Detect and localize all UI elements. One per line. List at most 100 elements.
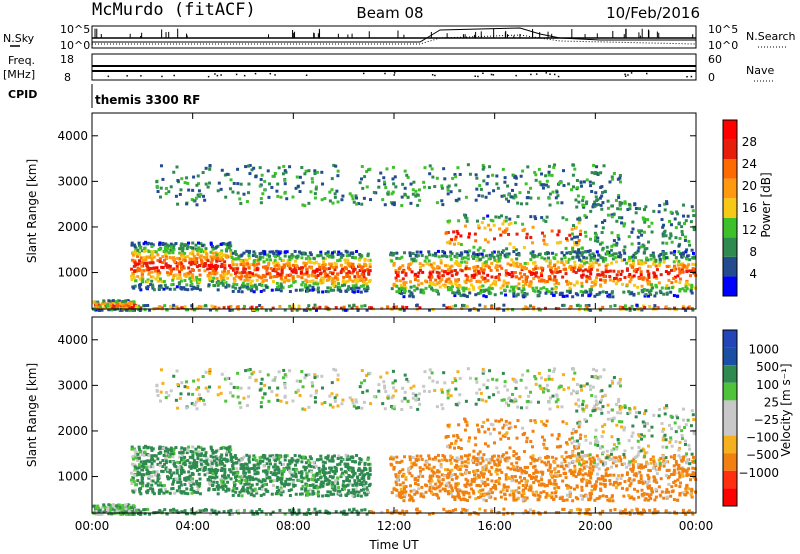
- power-point: [221, 280, 225, 284]
- power-point: [504, 215, 508, 219]
- power-point: [516, 265, 520, 269]
- power-point: [455, 278, 459, 282]
- power-point: [584, 215, 588, 219]
- velocity-point: [150, 461, 154, 465]
- power-point: [592, 254, 596, 258]
- power-point: [585, 178, 589, 182]
- velocity-point: [360, 477, 364, 481]
- power-point: [453, 261, 457, 265]
- velocity-point: [565, 455, 569, 459]
- power-point: [171, 278, 175, 282]
- power-point: [508, 242, 512, 246]
- velocity-point: [300, 472, 304, 476]
- power-point: [514, 182, 518, 186]
- velocity-point: [277, 492, 281, 496]
- nave-dot: [254, 72, 257, 75]
- power-point: [401, 306, 405, 310]
- power-point: [423, 259, 427, 263]
- velocity-point: [275, 465, 279, 469]
- power-point: [277, 284, 281, 288]
- power-point: [474, 293, 478, 297]
- power-point: [347, 264, 351, 268]
- velocity-point: [562, 457, 566, 461]
- velocity-point: [134, 450, 138, 454]
- velocity-point: [316, 478, 320, 482]
- power-point: [563, 256, 567, 260]
- velocity-point: [198, 459, 202, 463]
- power-point: [658, 257, 662, 261]
- power-point: [164, 192, 168, 196]
- velocity-point: [216, 460, 220, 464]
- power-point: [669, 251, 673, 255]
- power-point: [588, 289, 592, 293]
- velocity-point: [338, 489, 342, 493]
- power-point: [169, 242, 173, 246]
- power-point: [216, 288, 220, 292]
- power-point: [118, 303, 122, 307]
- power-point: [589, 272, 593, 276]
- velocity-point: [223, 470, 227, 474]
- power-point: [599, 308, 603, 312]
- velocity-point: [478, 495, 482, 499]
- nave-dot: [434, 74, 436, 77]
- power-point: [576, 253, 580, 257]
- velocity-point: [253, 472, 257, 476]
- power-point: [591, 252, 595, 256]
- power-point: [345, 280, 349, 284]
- velocity-point: [239, 458, 243, 462]
- velocity-point: [137, 445, 141, 449]
- power-point: [336, 169, 340, 173]
- power-point: [418, 265, 422, 269]
- power-point: [486, 174, 490, 178]
- power-point: [492, 279, 496, 283]
- velocity-point: [111, 504, 115, 508]
- power-point: [680, 268, 684, 272]
- power-point: [333, 276, 337, 280]
- power-point: [151, 275, 155, 279]
- power-point: [602, 164, 606, 168]
- power-point: [402, 291, 406, 295]
- power-point: [397, 267, 401, 271]
- power-point: [181, 249, 185, 253]
- power-point: [140, 270, 144, 274]
- velocity-point: [333, 480, 337, 484]
- velocity-point: [202, 459, 206, 463]
- velocity-point: [133, 449, 137, 453]
- velocity-point: [314, 484, 318, 488]
- nave-dot: [686, 75, 688, 78]
- velocity-point: [571, 499, 575, 503]
- power-point: [231, 260, 235, 264]
- power-point: [339, 271, 343, 275]
- velocity-point: [300, 480, 304, 484]
- velocity-point: [156, 457, 160, 461]
- power-point: [601, 191, 605, 195]
- power-point: [151, 250, 155, 254]
- velocity-point: [219, 461, 223, 465]
- power-point: [445, 306, 449, 310]
- y-tick-label: 4000: [57, 129, 88, 143]
- power-point: [238, 286, 242, 290]
- power-point: [186, 181, 190, 185]
- power-point: [329, 288, 333, 292]
- power-point: [155, 180, 159, 184]
- power-point: [411, 295, 415, 299]
- power-point: [247, 256, 251, 260]
- power-point: [561, 216, 565, 220]
- power-point: [415, 304, 419, 308]
- power-point: [518, 191, 522, 195]
- velocity-point: [495, 464, 499, 468]
- power-point: [179, 244, 183, 248]
- velocity-point: [165, 469, 169, 473]
- power-point: [466, 257, 470, 261]
- power-point: [154, 277, 158, 281]
- power-point: [342, 275, 346, 279]
- power-point: [580, 275, 584, 279]
- velocity-point: [305, 484, 309, 488]
- power-point: [283, 250, 287, 254]
- power-point: [162, 249, 166, 253]
- power-point: [137, 244, 141, 248]
- power-point: [172, 243, 176, 247]
- power-point: [331, 255, 335, 259]
- power-point: [223, 263, 227, 267]
- power-point: [309, 261, 313, 265]
